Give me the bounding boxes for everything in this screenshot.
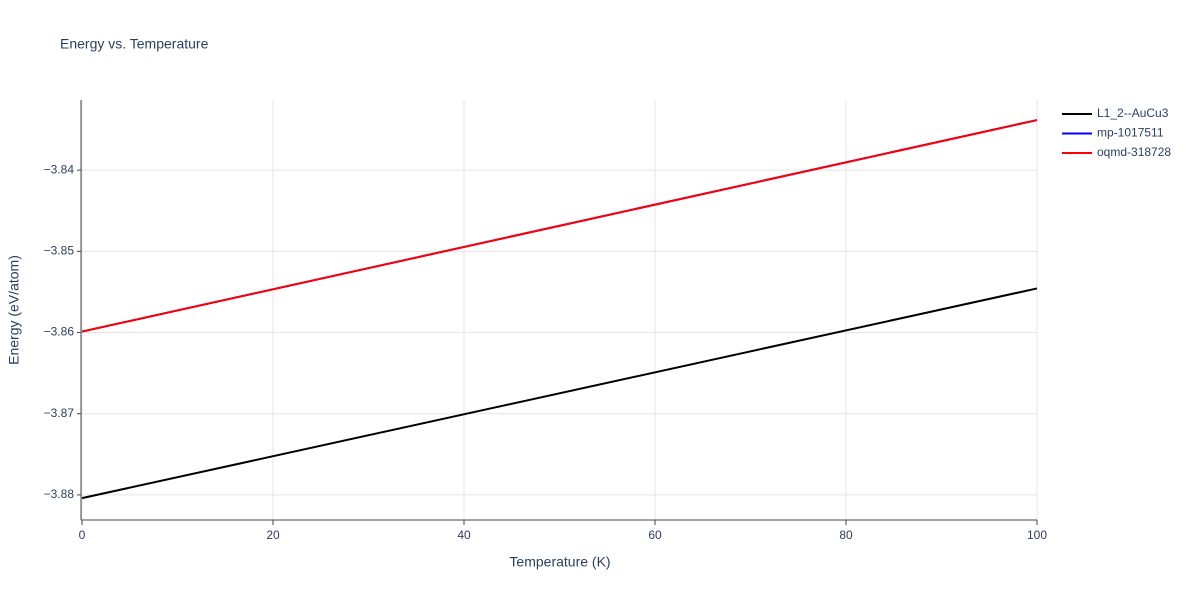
- legend-label: mp-1017511: [1097, 126, 1164, 140]
- x-tick-label: 100: [1027, 528, 1047, 542]
- series-line: [81, 287, 1038, 500]
- y-axis-label: Energy (eV/atom): [6, 255, 22, 365]
- x-tick-label: 0: [79, 528, 86, 542]
- y-tick-label: −3.87: [44, 406, 75, 420]
- x-axis-label: Temperature (K): [509, 554, 610, 570]
- y-tick-label: −3.88: [44, 487, 75, 501]
- y-tick-label: −3.84: [44, 162, 75, 176]
- series-line: [81, 119, 1038, 333]
- legend-label: oqmd-318728: [1097, 145, 1171, 159]
- x-tick-label: 80: [839, 528, 853, 542]
- y-tick-label: −3.86: [44, 325, 75, 339]
- legend-label: L1_2--AuCu3: [1097, 106, 1169, 120]
- x-tick-label: 20: [266, 528, 280, 542]
- y-tick-label: −3.85: [44, 244, 75, 258]
- chart-title: Energy vs. Temperature: [60, 36, 209, 52]
- x-tick-label: 40: [457, 528, 471, 542]
- x-tick-label: 60: [648, 528, 662, 542]
